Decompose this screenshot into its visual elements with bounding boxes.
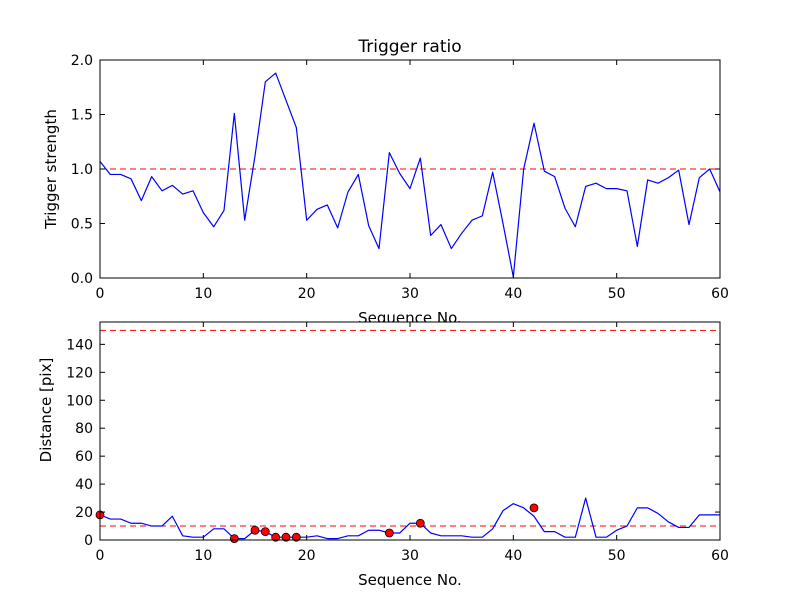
y-tick-label: 0.0 [71, 271, 93, 287]
y-tick-label: 40 [75, 477, 93, 493]
y-tick-label: 20 [75, 505, 93, 521]
y-axis-label: Distance [pix] [37, 358, 55, 463]
x-tick-label: 0 [96, 286, 105, 302]
x-tick-label: 0 [96, 548, 105, 564]
data-point [260, 527, 270, 537]
data-point [291, 532, 301, 542]
data-point [229, 534, 239, 544]
y-tick-label: 1.5 [71, 108, 93, 124]
data-point [529, 503, 539, 513]
y-tick-label: 80 [75, 421, 93, 437]
x-tick-label: 40 [504, 286, 522, 302]
trigger-ratio-chart: Trigger ratio 0 10 20 30 40 50 60 0.0 0.5 1.0 1.5… [42, 37, 729, 327]
y-tick-label: 1.0 [71, 162, 93, 178]
x-tick-label: 30 [401, 286, 419, 302]
x-tick-label: 30 [401, 548, 419, 564]
x-tick-label: 50 [608, 286, 626, 302]
plot-frame [99, 321, 721, 541]
y-tick-label: 120 [66, 365, 93, 381]
x-tick-label: 10 [194, 548, 212, 564]
plot-area [100, 322, 720, 540]
distance-chart: 0 10 20 30 40 50 60 0 20 40 60 80 100 120 140 Sequenc… [37, 321, 729, 589]
data-point [271, 532, 281, 542]
y-tick-label: 0.5 [71, 217, 93, 233]
data-point [384, 528, 394, 538]
x-tick-label: 60 [711, 286, 729, 302]
data-point [250, 525, 260, 535]
y-tick-label: 0 [84, 533, 93, 549]
y-tick-label: 2.0 [71, 53, 93, 69]
x-tick-label: 10 [194, 286, 212, 302]
x-tick-label: 20 [298, 286, 316, 302]
x-tick-label: 50 [608, 548, 626, 564]
series-line [100, 72, 720, 278]
chart-title: Trigger ratio [357, 37, 461, 57]
x-axis-label: Sequence No. [358, 571, 462, 589]
x-tick-label: 60 [711, 548, 729, 564]
x-tick-label: 20 [298, 548, 316, 564]
data-point [281, 532, 291, 542]
y-tick-label: 100 [66, 393, 93, 409]
y-tick-label: 60 [75, 449, 93, 465]
data-point [415, 518, 425, 528]
y-tick-label: 140 [66, 337, 93, 353]
y-axis-label: Trigger strength [42, 109, 60, 230]
plot-frame [99, 59, 721, 279]
x-tick-label: 40 [504, 548, 522, 564]
